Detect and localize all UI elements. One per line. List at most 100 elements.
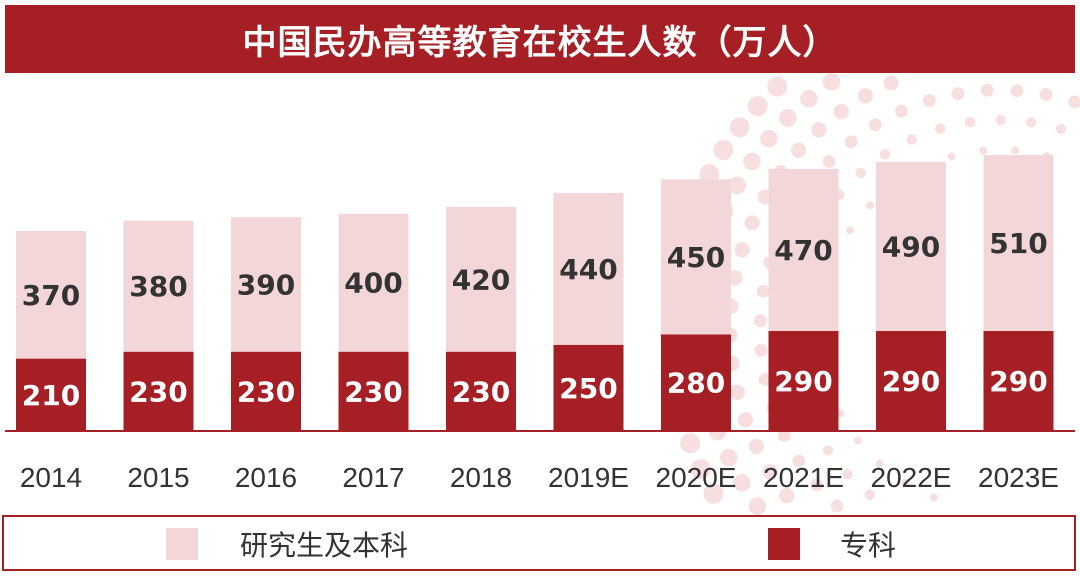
background-dot bbox=[868, 118, 882, 132]
bar-vocational-2017 bbox=[338, 351, 409, 431]
background-dot bbox=[822, 155, 836, 168]
data-label-undergrad-2023E: 510 bbox=[989, 227, 1047, 260]
background-dot bbox=[767, 76, 788, 97]
background-dot bbox=[879, 149, 891, 160]
x-axis-ticks: 2014 2015 2016 2017 2018 2019E 2020E 2021E 2022E… bbox=[20, 462, 1059, 493]
x-tick-label: 2020E bbox=[656, 462, 737, 493]
data-label-vocational-2015: 230 bbox=[129, 375, 187, 408]
bar-undergrad-2014 bbox=[16, 231, 86, 359]
background-dot bbox=[922, 94, 936, 108]
background-dot bbox=[830, 499, 844, 513]
bar-vocational-2020E bbox=[661, 334, 731, 431]
bar-undergrad-2015 bbox=[123, 220, 194, 352]
background-dot bbox=[748, 438, 765, 455]
background-dot bbox=[855, 167, 866, 179]
bar-vocational-2016 bbox=[231, 351, 301, 431]
background-dot bbox=[844, 135, 858, 149]
data-label-undergrad-2017: 400 bbox=[344, 267, 402, 300]
background-dot bbox=[842, 469, 853, 480]
bar-undergrad-2019E bbox=[553, 193, 624, 345]
background-dot bbox=[1055, 123, 1067, 135]
background-dot bbox=[947, 152, 956, 161]
bar-undergrad-2016 bbox=[231, 217, 301, 352]
background-dot bbox=[680, 433, 701, 454]
background-dot bbox=[980, 83, 994, 97]
data-label-undergrad-2019E: 440 bbox=[559, 253, 617, 286]
data-label-vocational-2023E: 290 bbox=[989, 365, 1047, 398]
background-dot bbox=[719, 448, 738, 467]
bar-undergrad-2020E bbox=[661, 179, 731, 335]
x-tick-label: 2015 bbox=[127, 462, 189, 493]
background-dot bbox=[728, 176, 746, 195]
background-dot bbox=[733, 473, 751, 492]
background-dot bbox=[964, 116, 976, 128]
background-dot bbox=[792, 454, 806, 468]
background-dot bbox=[906, 134, 917, 145]
x-tick-label: 2018 bbox=[450, 462, 512, 493]
background-dot bbox=[1068, 95, 1080, 109]
bars: 210 370 230 380 230 390 230 400 230 420 250 440 280 4… bbox=[16, 155, 1054, 431]
bar-vocational-2019E bbox=[553, 344, 624, 431]
bar-vocational-2014 bbox=[16, 358, 86, 431]
background-dot bbox=[875, 459, 884, 468]
bar-vocational-2018 bbox=[446, 351, 516, 431]
legend: 研究生及本科 专科 bbox=[2, 515, 1076, 571]
background-dot bbox=[853, 436, 862, 445]
data-label-vocational-2018: 230 bbox=[452, 375, 510, 408]
bar-vocational-2022E bbox=[876, 331, 946, 431]
background-dot bbox=[833, 104, 849, 120]
background-dot bbox=[895, 104, 908, 118]
data-label-vocational-2017: 230 bbox=[344, 375, 402, 408]
data-label-undergrad-2021E: 470 bbox=[774, 234, 832, 267]
background-dot bbox=[883, 75, 899, 91]
bar-undergrad-2022E bbox=[876, 162, 946, 332]
background-dot bbox=[1025, 117, 1037, 128]
data-label-undergrad-2020E: 450 bbox=[667, 241, 725, 274]
title-bar-background bbox=[5, 5, 1075, 73]
background-dot bbox=[1039, 88, 1053, 101]
legend-swatch-undergrad bbox=[166, 528, 198, 560]
background-dot bbox=[754, 343, 768, 357]
bar-undergrad-2023E bbox=[983, 155, 1054, 332]
bar-undergrad-2018 bbox=[446, 206, 516, 352]
background-dot bbox=[901, 479, 910, 487]
background-dot bbox=[857, 88, 874, 104]
background-dot bbox=[758, 373, 772, 386]
bar-vocational-2015 bbox=[123, 351, 194, 431]
chart-title: 中国民办高等教育在校生人数（万人） bbox=[242, 22, 838, 63]
background-dot bbox=[822, 73, 841, 91]
background-dot bbox=[810, 478, 823, 492]
background-dot bbox=[779, 109, 797, 127]
background-dot bbox=[743, 152, 761, 171]
data-label-undergrad-2022E: 490 bbox=[882, 231, 940, 264]
background-dot bbox=[811, 122, 827, 138]
background-dot bbox=[713, 140, 734, 160]
background-dot bbox=[779, 487, 795, 504]
background-dot bbox=[760, 130, 778, 148]
bar-vocational-2021E bbox=[768, 331, 839, 431]
background-dot bbox=[822, 445, 834, 456]
background-dot bbox=[747, 96, 768, 117]
bar-vocational-2023E bbox=[983, 331, 1054, 431]
background-dot bbox=[690, 459, 711, 479]
legend-label-vocational: 专科 bbox=[840, 529, 897, 562]
bar-undergrad-2017 bbox=[338, 213, 409, 352]
background-dot bbox=[729, 384, 745, 400]
background-dot bbox=[1011, 146, 1020, 155]
x-tick-label: 2022E bbox=[871, 462, 952, 493]
background-dot bbox=[762, 464, 778, 480]
x-tick-label: 2023E bbox=[978, 462, 1059, 493]
background-dot bbox=[734, 242, 750, 258]
background-dot bbox=[979, 146, 988, 155]
x-tick-label: 2019E bbox=[548, 462, 629, 493]
legend-label-undergrad: 研究生及本科 bbox=[240, 529, 409, 562]
background-dot bbox=[929, 493, 938, 502]
data-label-vocational-2020E: 280 bbox=[667, 367, 725, 400]
background-dot bbox=[995, 114, 1006, 126]
data-label-vocational-2016: 230 bbox=[237, 375, 295, 408]
background-dot bbox=[846, 226, 855, 235]
background-dot bbox=[753, 314, 767, 328]
background-dot bbox=[791, 142, 807, 158]
x-tick-label: 2021E bbox=[763, 462, 844, 493]
